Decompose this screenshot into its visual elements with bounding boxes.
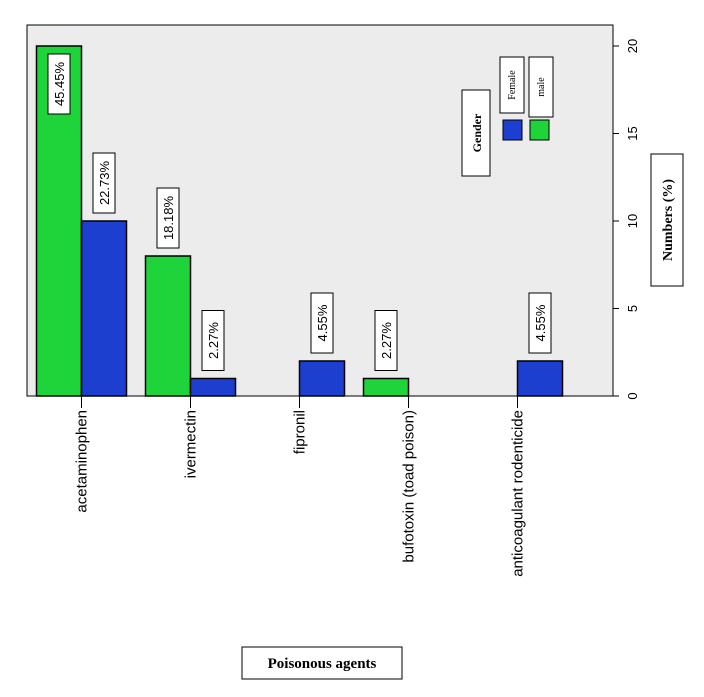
data-label: 4.55%	[315, 304, 330, 341]
value-axis: 0 5 10 15 20	[612, 25, 640, 400]
legend-label-male: male	[536, 77, 547, 97]
bar-female	[298, 360, 346, 397]
data-label: 45.45%	[52, 62, 67, 107]
category-axis: acetaminophen ivermectin fipronil bufotoxin…	[74, 396, 527, 577]
data-label-box	[374, 310, 398, 371]
data-label: 18.18%	[161, 196, 176, 241]
legend-title: Gender	[470, 113, 484, 152]
data-label: 4.55%	[533, 304, 548, 341]
value-axis-title-box	[650, 153, 684, 287]
legend-label-box-female	[499, 56, 525, 114]
data-label-box	[47, 53, 71, 115]
bar-male	[144, 255, 192, 397]
legend-swatch-male	[529, 119, 550, 141]
bar-labels-group: 45.45% 22.73% 18.18% 2.27% 4.55% 2.27% 4.55%	[47, 53, 552, 371]
data-label: 2.27%	[206, 322, 221, 359]
data-label-box	[92, 152, 116, 214]
category-tick-label: ivermectin	[183, 410, 200, 478]
category-tick-label: fipronil	[292, 410, 309, 454]
data-label: 2.27%	[379, 322, 394, 359]
value-tick-label: 15	[625, 126, 640, 140]
category-tick-label: bufotoxin (toad poison)	[401, 410, 418, 563]
data-label-box	[156, 187, 180, 249]
bar-male	[362, 377, 410, 397]
data-label-box	[310, 292, 334, 354]
legend-title-box	[461, 89, 491, 177]
category-axis-title: Poisonous agents	[268, 656, 377, 672]
category-axis-title-box	[241, 646, 403, 680]
value-tick-label: 5	[625, 305, 640, 312]
data-label: 22.73%	[97, 161, 112, 206]
value-tick-label: 0	[625, 392, 640, 399]
value-tick-label: 10	[625, 214, 640, 228]
data-label-box	[201, 310, 225, 371]
value-tick-label: 20	[625, 39, 640, 53]
legend: Gender Female male	[461, 56, 554, 177]
category-tick-label: anticoagulant rodenticide	[510, 410, 527, 577]
data-label-box	[528, 292, 552, 354]
bar-female	[189, 377, 237, 397]
bar-female	[80, 220, 128, 397]
legend-label-female: Female	[507, 70, 518, 100]
category-tick-label: acetaminophen	[74, 410, 91, 513]
legend-swatch-female	[502, 119, 523, 141]
bar-female	[516, 360, 564, 397]
legend-label-box-male	[528, 56, 554, 118]
value-axis-title: Numbers (%)	[661, 179, 676, 261]
